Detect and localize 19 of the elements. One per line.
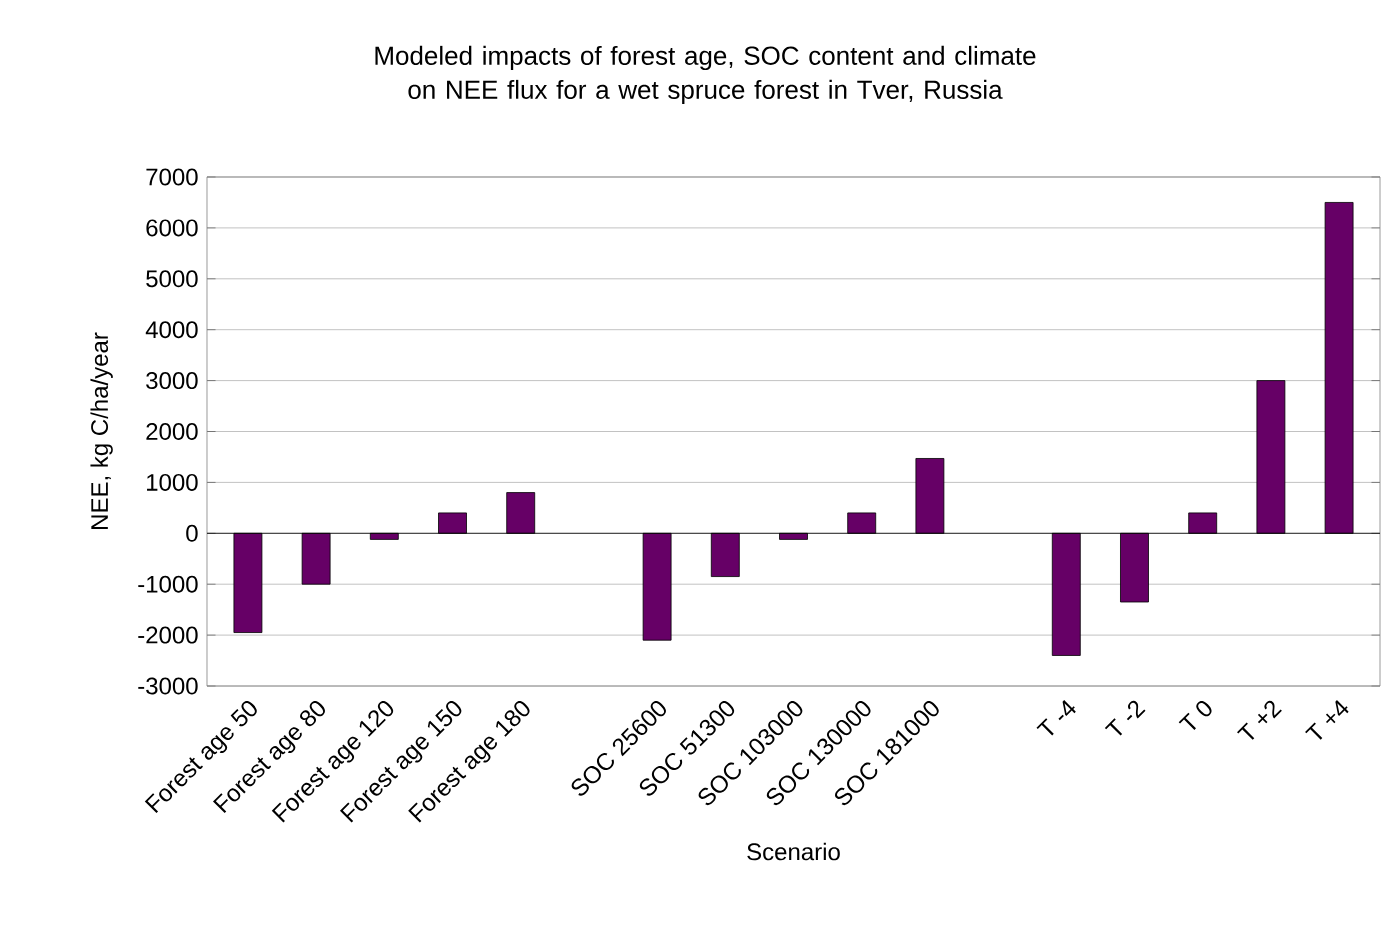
y-tick-label: -1000 — [138, 575, 198, 593]
x-tick-label: T +4 — [1305, 700, 1349, 740]
y-tick-label: -2000 — [138, 626, 198, 644]
x-tick-label: T -4 — [1036, 700, 1076, 736]
x-tick-label: T -2 — [1104, 700, 1146, 736]
x-tick-label: T 0 — [1178, 700, 1212, 730]
y-tick-label: 6000 — [146, 219, 198, 237]
x-axis-title: Scenario — [747, 842, 840, 861]
y-tick-label: 2000 — [146, 423, 198, 440]
y-tick-label: 3000 — [146, 372, 198, 390]
y-axis-title: NEE, kg C/ha/year — [90, 332, 113, 529]
y-tick-label: 5000 — [146, 270, 198, 288]
y-tick-label: 1000 — [147, 473, 198, 491]
x-tick-label: T +2 — [1237, 700, 1282, 740]
chart-title: Modeled impacts of forest age, SOC content and climate on NEE flux for a wet spruce forest in Tver, Russia — [375, 45, 1036, 105]
y-tick-label: -3000 — [138, 677, 198, 695]
y-tick-label: 0 — [186, 524, 198, 542]
y-tick-label: 7000 — [146, 168, 198, 186]
y-tick-label: 4000 — [145, 321, 198, 339]
